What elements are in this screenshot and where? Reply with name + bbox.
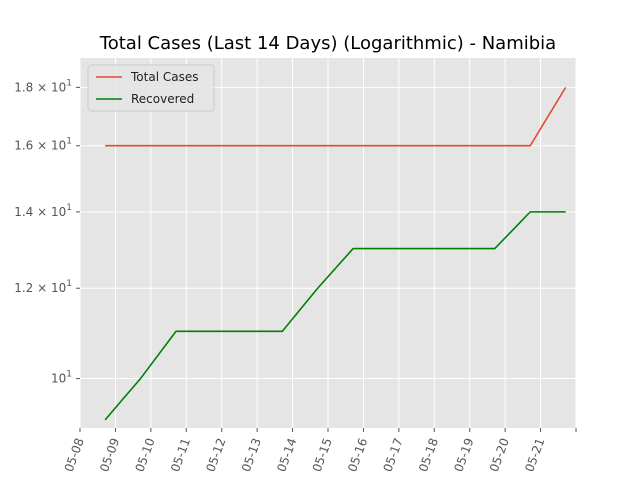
series-line-recovered bbox=[104, 211, 566, 421]
y-tick-label: 1.6 × 101 bbox=[14, 137, 72, 153]
legend: Total Cases Recovered bbox=[87, 64, 215, 112]
y-tick-label: 1.4 × 101 bbox=[14, 203, 72, 219]
series-lines bbox=[104, 86, 567, 421]
chart-title: Total Cases (Last 14 Days) (Logarithmic)… bbox=[99, 33, 556, 54]
y-tick-label: 101 bbox=[51, 370, 72, 386]
legend-label: Recovered bbox=[131, 92, 194, 106]
y-axis: 101 1.2 × 101 1.4 × 101 1.6 × 101 1.8 × 101 bbox=[14, 78, 80, 386]
y-tick-label: 1.8 × 101 bbox=[14, 78, 72, 94]
y-tick-label: 1.2 × 101 bbox=[14, 279, 72, 295]
series-line-total-cases bbox=[105, 86, 567, 147]
legend-label: Total Cases bbox=[130, 70, 198, 84]
